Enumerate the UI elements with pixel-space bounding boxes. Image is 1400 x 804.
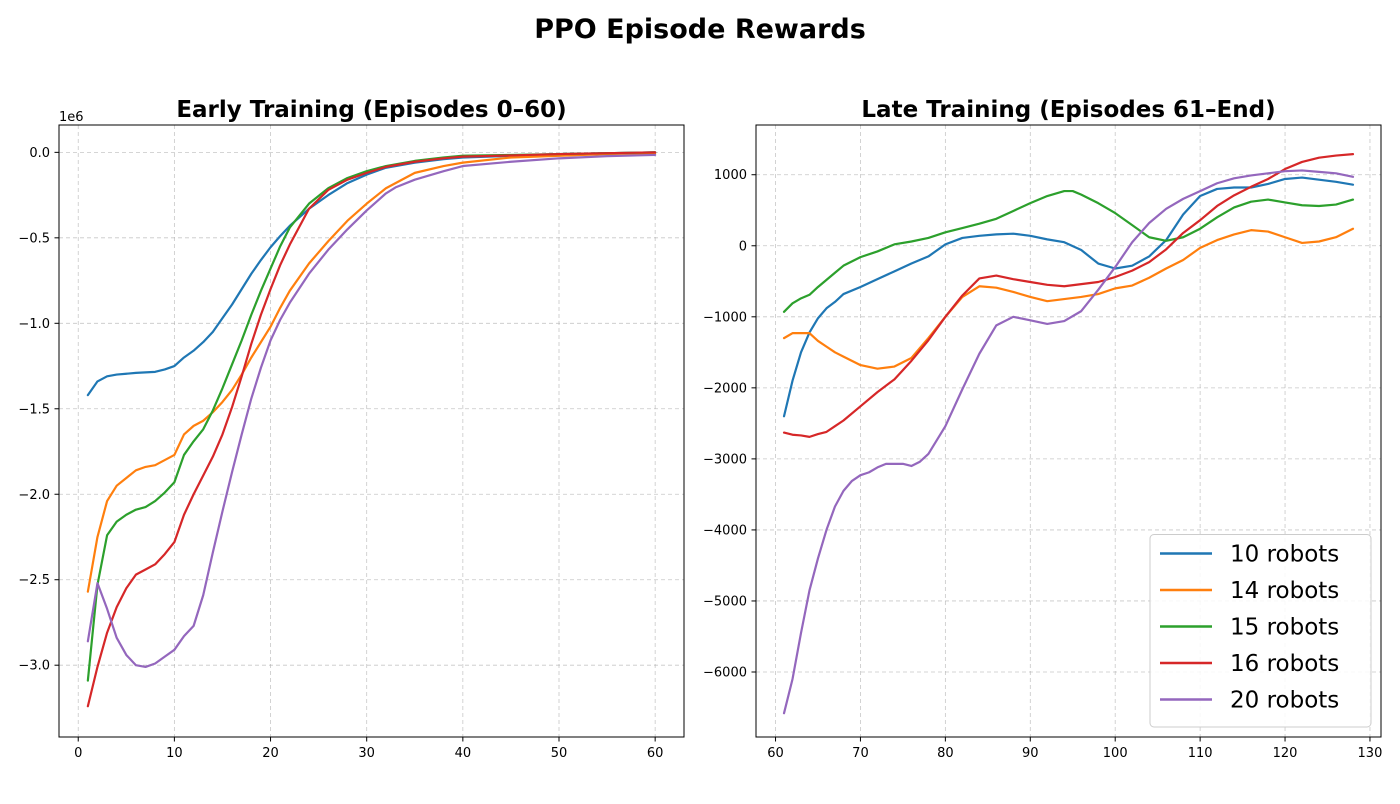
- plot-frame: [755, 124, 1382, 738]
- y-tick-label: −5000: [703, 594, 747, 609]
- x-tick-label: 20: [262, 746, 279, 761]
- y-tick-label: −3000: [703, 452, 747, 467]
- x-tick-label: 120: [1273, 746, 1298, 761]
- x-tick-label: 50: [551, 746, 568, 761]
- x-tick-label: 0: [74, 746, 82, 761]
- series-group: [782, 153, 1355, 715]
- y-tick-label: −3.0: [18, 659, 50, 674]
- x-tick-label: 60: [767, 746, 784, 761]
- legend-label-16-robots: 16 robots: [1230, 651, 1339, 677]
- x-tick-label: 100: [1103, 746, 1128, 761]
- series-line-20-robots: [782, 169, 1355, 715]
- plot-frame: [58, 124, 685, 738]
- y-tick-label: −1.5: [18, 402, 50, 417]
- early-training-chart: Early Training (Episodes 0–60) 0 10 20 30 40 5…: [18, 97, 685, 761]
- chart-title: Late Training (Episodes 61–End): [861, 97, 1275, 123]
- y-tick-label: −2000: [703, 381, 747, 396]
- x-tick-label: 80: [937, 746, 954, 761]
- y-tick-label: 0.0: [29, 146, 50, 161]
- x-tick-label: 40: [455, 746, 472, 761]
- series-line-14-robots: [86, 152, 657, 593]
- y-tick-label: −2.5: [18, 573, 50, 588]
- y-tick-label: 0: [739, 239, 747, 254]
- legend: 10 robots 14 robots 15 robots 16 robots 20 r…: [1149, 534, 1372, 728]
- y-tick-label: −0.5: [18, 231, 50, 246]
- x-tick-label: 90: [1022, 746, 1039, 761]
- y-tick-label: −1000: [703, 310, 747, 325]
- x-tick-label: 110: [1188, 746, 1213, 761]
- series-line-16-robots: [86, 151, 657, 708]
- legend-label-20-robots: 20 robots: [1230, 688, 1339, 714]
- series-line-20-robots: [86, 153, 657, 669]
- x-tick-label: 60: [647, 746, 664, 761]
- y-tick-label: −2.0: [18, 488, 50, 503]
- y-tick-label: 1000: [714, 168, 747, 183]
- legend-box: [1149, 534, 1372, 728]
- x-tick-label: 30: [358, 746, 375, 761]
- series-line-14-robots: [782, 227, 1355, 370]
- x-tick-label: 130: [1358, 746, 1383, 761]
- y-tick-label: −6000: [703, 665, 747, 680]
- series-line-15-robots: [782, 189, 1355, 313]
- legend-label-14-robots: 14 robots: [1230, 578, 1339, 604]
- y-scale-label: 1e6: [59, 110, 84, 125]
- y-tick-label: −1.0: [18, 317, 50, 332]
- x-tick-label: 10: [166, 746, 183, 761]
- y-tick-label: −4000: [703, 523, 747, 538]
- series-line-16-robots: [782, 153, 1355, 438]
- series-group: [86, 151, 657, 708]
- x-tick-label: 70: [852, 746, 869, 761]
- late-training-chart: Late Training (Episodes 61–End) 60 70 80 90 1…: [703, 97, 1382, 761]
- legend-label-15-robots: 15 robots: [1230, 615, 1339, 641]
- figure-title: PPO Episode Rewards: [534, 14, 866, 45]
- chart-title: Early Training (Episodes 0–60): [176, 97, 566, 123]
- legend-label-10-robots: 10 robots: [1230, 542, 1339, 568]
